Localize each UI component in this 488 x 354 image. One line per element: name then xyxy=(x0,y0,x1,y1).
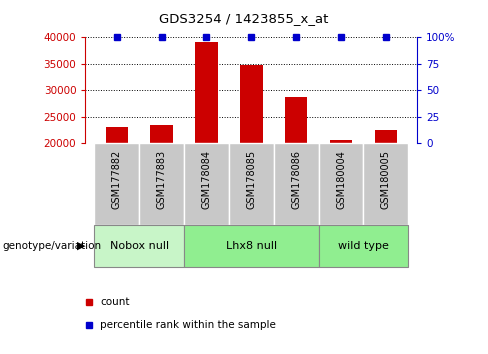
Text: genotype/variation: genotype/variation xyxy=(2,241,102,251)
Bar xyxy=(139,143,184,225)
Bar xyxy=(94,143,139,225)
Text: GSM177882: GSM177882 xyxy=(112,150,122,209)
Text: GDS3254 / 1423855_x_at: GDS3254 / 1423855_x_at xyxy=(159,12,329,25)
Bar xyxy=(319,225,408,267)
Text: wild type: wild type xyxy=(338,241,389,251)
Bar xyxy=(375,130,397,250)
Text: GSM180004: GSM180004 xyxy=(336,150,346,209)
Bar xyxy=(319,143,364,225)
Text: GSM178084: GSM178084 xyxy=(202,150,211,209)
Text: percentile rank within the sample: percentile rank within the sample xyxy=(101,320,276,330)
Bar xyxy=(330,140,352,250)
Bar xyxy=(150,125,173,250)
Bar xyxy=(240,65,263,250)
Bar xyxy=(184,225,319,267)
Bar xyxy=(184,143,229,225)
Text: GSM178085: GSM178085 xyxy=(246,150,256,209)
Text: count: count xyxy=(101,297,130,307)
Text: GSM180005: GSM180005 xyxy=(381,150,391,209)
Bar xyxy=(94,225,184,267)
Bar xyxy=(364,143,408,225)
Bar xyxy=(195,42,218,250)
Bar xyxy=(285,97,307,250)
Text: GSM178086: GSM178086 xyxy=(291,150,301,209)
Bar xyxy=(274,143,319,225)
Bar xyxy=(229,143,274,225)
Text: GSM177883: GSM177883 xyxy=(157,150,166,209)
Bar xyxy=(105,127,128,250)
Text: ▶: ▶ xyxy=(77,241,85,251)
Text: Nobox null: Nobox null xyxy=(110,241,169,251)
Text: Lhx8 null: Lhx8 null xyxy=(226,241,277,251)
